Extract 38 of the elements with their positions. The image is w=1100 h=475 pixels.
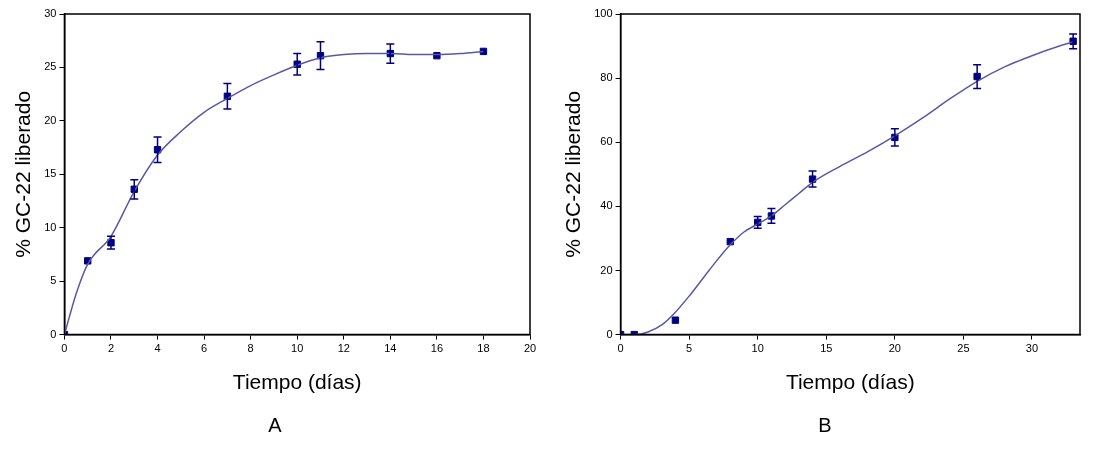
- y-tick-label: 0: [606, 327, 613, 340]
- x-tick-label: 10: [291, 342, 304, 355]
- y-axis-title: % GC-22 liberado: [11, 90, 35, 258]
- x-tick-label: 20: [888, 342, 901, 355]
- x-tick-label: 16: [430, 342, 444, 355]
- y-tick-label: 25: [44, 60, 57, 73]
- x-tick-label: 20: [523, 342, 537, 355]
- y-tick-label: 10: [44, 220, 57, 233]
- y-tick-label: 20: [44, 113, 57, 126]
- x-tick-label: 25: [957, 342, 970, 355]
- y-tick-label: 60: [600, 135, 613, 148]
- x-tick-label: 6: [201, 342, 208, 355]
- text: A: [267, 414, 283, 437]
- y-tick-label: 30: [44, 7, 57, 20]
- x-tick-label: 12: [337, 342, 350, 355]
- y-tick-label: 100: [594, 7, 613, 20]
- y-tick-label: 5: [50, 274, 57, 287]
- x-tick-label: 4: [154, 342, 161, 355]
- x-tick-label: 14: [384, 342, 397, 355]
- x-axis-title: Tiempo (días): [232, 370, 362, 394]
- x-tick-label: 5: [686, 342, 693, 355]
- text: B: [817, 414, 833, 437]
- x-tick-label: 15: [820, 342, 833, 355]
- point: [671, 316, 680, 324]
- x-tick-label: 8: [247, 342, 254, 355]
- x-tick-label: 0: [617, 342, 624, 355]
- x-tick-label: 0: [61, 342, 68, 355]
- y-tick-label: 80: [600, 71, 613, 84]
- y-tick-label: 0: [50, 327, 57, 340]
- x-tick-label: 30: [1025, 342, 1039, 355]
- y-tick-label: 20: [600, 263, 613, 276]
- x-tick-label: 2: [107, 342, 115, 355]
- y-tick-label: 40: [600, 199, 613, 212]
- y-tick-label: 15: [44, 167, 57, 180]
- x-tick-label: 10: [751, 342, 764, 355]
- y-axis-title: % GC-22 liberado: [561, 90, 585, 258]
- x-axis-title: Tiempo (días): [785, 370, 915, 394]
- x-tick-label: 18: [477, 342, 490, 355]
